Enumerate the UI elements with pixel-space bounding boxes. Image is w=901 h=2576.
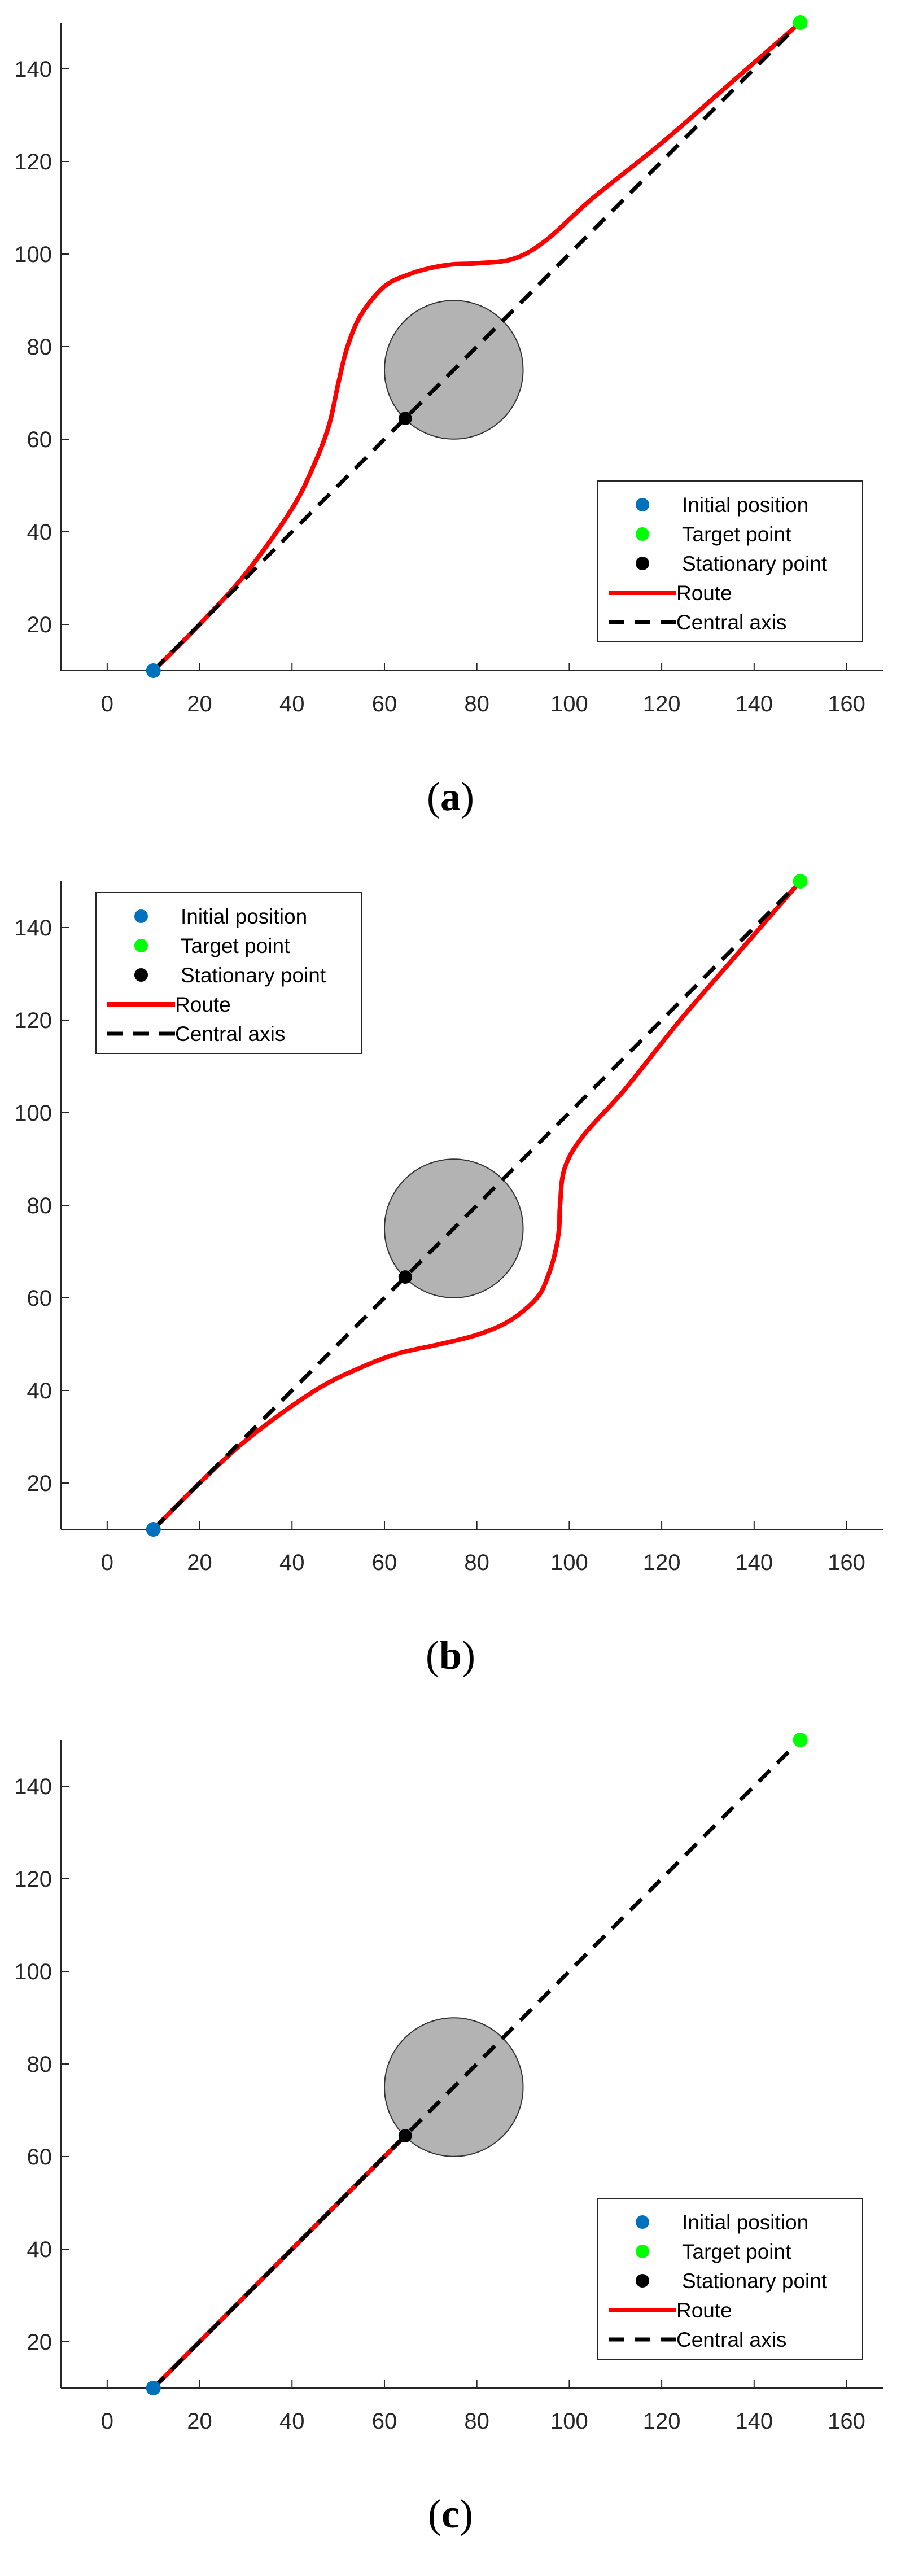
y-tick-label: 40: [27, 2237, 53, 2262]
target-point-marker: [793, 15, 808, 30]
x-tick-label: 0: [101, 1550, 113, 1575]
initial-position-marker: [146, 2381, 161, 2395]
x-tick-label: 20: [187, 692, 212, 716]
legend-label: Stationary point: [682, 552, 828, 575]
legend-marker: [134, 968, 148, 982]
x-tick-label: 20: [187, 2409, 212, 2434]
legend-marker: [636, 527, 649, 541]
x-tick-label: 120: [643, 2409, 681, 2434]
y-tick-label: 100: [14, 242, 52, 267]
x-tick-label: 40: [279, 1550, 305, 1575]
panel-c: 0 20 40 60 80 100 120 140 160 20 40 60 80 100 120 140 In…: [0, 1717, 901, 2575]
route-line: [151, 879, 803, 1532]
y-tick-label: 60: [27, 2145, 53, 2170]
x-tick-label: 0: [101, 692, 113, 716]
x-tick-label: 140: [735, 2409, 773, 2434]
x-tick-label: 120: [643, 692, 681, 716]
x-tick-label: 160: [828, 1550, 865, 1575]
target-point-marker: [793, 874, 808, 889]
panel-b: 0 20 40 60 80 100 120 140 160 20 40 60 80 100 120 140 In…: [0, 859, 901, 1717]
y-tick-label: 140: [14, 1774, 52, 1799]
y-tick-label: 80: [27, 1193, 53, 1218]
x-tick-label: 40: [279, 692, 305, 716]
legend-marker: [636, 2215, 649, 2229]
x-tick-label: 60: [372, 2409, 397, 2434]
y-tick-label: 40: [27, 1379, 53, 1403]
legend-marker: [134, 939, 148, 952]
caption-b-label: b: [439, 1633, 462, 1678]
stationary-point-marker: [398, 1270, 412, 1284]
legend-marker: [636, 498, 649, 511]
chart-c: 0 20 40 60 80 100 120 140 160 20 40 60 80 100 120 140 In…: [14, 1733, 883, 2434]
y-tick-label: 20: [27, 1471, 53, 1496]
legend-label: Route: [676, 581, 732, 605]
y-tick-label: 60: [27, 1286, 53, 1311]
central-axis-line: [152, 1738, 802, 2390]
x-tick-label: 160: [828, 692, 865, 716]
x-tick-label: 20: [187, 1550, 212, 1575]
y-tick-label: 80: [27, 2052, 53, 2077]
caption-a-label: a: [440, 774, 461, 819]
y-tick-label: 80: [27, 335, 53, 360]
legend-marker: [134, 909, 148, 923]
legend-label: Route: [676, 2299, 732, 2322]
x-tick-label: 100: [550, 1550, 588, 1575]
x-tick-label: 80: [464, 692, 489, 716]
target-point-marker: [793, 1733, 808, 1747]
chart-b: 0 20 40 60 80 100 120 140 160 20 40 60 80 100 120 140 In…: [14, 874, 883, 1575]
legend-label: Stationary point: [181, 964, 326, 987]
x-tick-label: 140: [735, 692, 773, 716]
x-tick-label: 80: [464, 2409, 489, 2434]
legend-label: Target point: [682, 523, 791, 546]
legend-marker: [636, 557, 649, 570]
stationary-point-marker: [398, 2129, 412, 2143]
legend-label: Target point: [682, 2240, 791, 2263]
legend-marker: [636, 2274, 649, 2288]
initial-position-marker: [146, 663, 161, 678]
y-tick-label: 60: [27, 427, 53, 452]
legend-label: Initial position: [181, 905, 307, 928]
legend-marker: [636, 2245, 649, 2258]
y-tick-label: 100: [14, 1101, 52, 1126]
y-tick-label: 40: [27, 520, 53, 545]
initial-position-marker: [146, 1522, 161, 1537]
caption-c: (c): [428, 2491, 473, 2536]
legend-label: Central axis: [676, 2328, 786, 2351]
x-tick-label: 140: [735, 1550, 773, 1575]
x-tick-label: 80: [464, 1550, 489, 1575]
legend-label: Initial position: [682, 2211, 808, 2234]
y-tick-label: 120: [14, 1008, 52, 1033]
y-tick-label: 120: [14, 150, 52, 174]
central-axis-line: [152, 880, 802, 1531]
legend-label: Stationary point: [682, 2269, 828, 2293]
caption-b: (b): [425, 1633, 475, 1678]
legend-label: Central axis: [676, 611, 786, 634]
y-tick-label: 120: [14, 1867, 52, 1892]
y-tick-label: 20: [27, 613, 53, 637]
caption-c-label: c: [441, 2491, 460, 2536]
x-tick-label: 60: [372, 692, 397, 716]
stationary-point-marker: [398, 412, 412, 426]
chart-a: 0 20 40 60 80 100 120 140 160 20 40 60 80 100 120 140 In…: [14, 15, 883, 716]
route-line: [151, 20, 803, 673]
legend-label: Central axis: [175, 1022, 285, 1046]
x-tick-label: 160: [828, 2409, 865, 2434]
panel-a: 0 20 40 60 80 100 120 140 160 20 40 60 80 100 120 140 In…: [0, 0, 901, 858]
legend-label: Route: [175, 993, 231, 1016]
y-tick-label: 20: [27, 2330, 53, 2355]
central-axis-line: [152, 21, 802, 672]
y-tick-label: 140: [14, 916, 52, 941]
legend-label: Initial position: [682, 493, 808, 517]
x-tick-label: 100: [550, 692, 588, 716]
x-tick-label: 0: [101, 2409, 113, 2434]
y-tick-label: 100: [14, 1960, 52, 1984]
legend-label: Target point: [181, 934, 290, 957]
x-tick-label: 100: [550, 2409, 588, 2434]
x-tick-label: 120: [643, 1550, 681, 1575]
x-tick-label: 60: [372, 1550, 397, 1575]
y-tick-label: 140: [14, 57, 52, 82]
caption-a: (a): [427, 774, 474, 819]
x-tick-label: 40: [279, 2409, 305, 2434]
